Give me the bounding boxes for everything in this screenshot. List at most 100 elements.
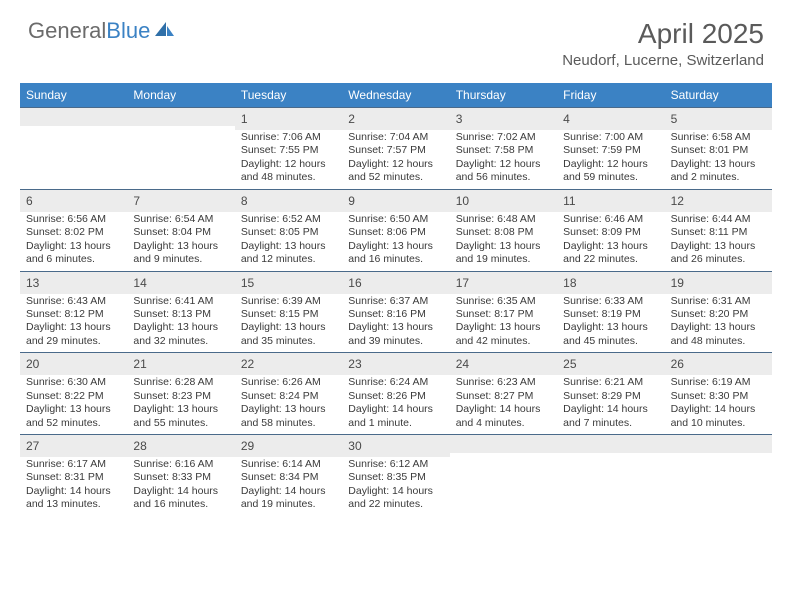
sunset-line: Sunset: 8:15 PM [241, 308, 336, 321]
day-cell: 7Sunrise: 6:54 AMSunset: 8:04 PMDaylight… [127, 190, 234, 271]
daylight-line: Daylight: 14 hours and 22 minutes. [348, 485, 443, 512]
day-number-row: 26 [665, 353, 772, 375]
day-body: Sunrise: 6:24 AMSunset: 8:26 PMDaylight:… [342, 375, 449, 434]
daylight-line: Daylight: 14 hours and 4 minutes. [456, 403, 551, 430]
dow-header: Friday [557, 84, 664, 107]
daylight-line: Daylight: 13 hours and 12 minutes. [241, 240, 336, 267]
daylight-line: Daylight: 13 hours and 26 minutes. [671, 240, 766, 267]
day-cell: 2 Sunrise: 7:04 AMSunset: 7:57 PMDaylight… [342, 108, 449, 189]
day-number: 6 [26, 194, 33, 208]
sunrise-line: Sunrise: 6:37 AM [348, 295, 443, 308]
daylight-line: Daylight: 12 hours and 52 minutes. [348, 158, 443, 185]
day-body: Sunrise: 6:23 AMSunset: 8:27 PMDaylight:… [450, 375, 557, 434]
day-cell: 6Sunrise: 6:56 AMSunset: 8:02 PMDaylight… [20, 190, 127, 271]
day-number: 19 [671, 276, 684, 290]
sunrise-line: Sunrise: 6:56 AM [26, 213, 121, 226]
day-cell: 24Sunrise: 6:23 AMSunset: 8:27 PMDayligh… [450, 353, 557, 434]
day-body: Sunrise: 6:54 AMSunset: 8:04 PMDaylight:… [127, 212, 234, 271]
day-cell: 25 Sunrise: 6:21 AMSunset: 8:29 PMDayligh… [557, 353, 664, 434]
day-cell: 17Sunrise: 6:35 AMSunset: 8:17 PMDayligh… [450, 272, 557, 353]
day-cell: 28Sunrise: 6:16 AMSunset: 8:33 PMDayligh… [127, 435, 234, 516]
sunrise-line: Sunrise: 6:31 AM [671, 295, 766, 308]
day-cell: 4Sunrise: 7:00 AMSunset: 7:59 PMDaylight… [557, 108, 664, 189]
dow-header: Wednesday [342, 84, 449, 107]
sunset-line: Sunset: 7:58 PM [456, 144, 551, 157]
day-cell [557, 435, 664, 516]
day-cell: 19Sunrise: 6:31 AMSunset: 8:20 PMDayligh… [665, 272, 772, 353]
daylight-line: Daylight: 13 hours and 32 minutes. [133, 321, 228, 348]
day-number: 30 [348, 439, 361, 453]
day-cell: 22Sunrise: 6:26 AMSunset: 8:24 PMDayligh… [235, 353, 342, 434]
day-cell: 16Sunrise: 6:37 AMSunset: 8:16 PMDayligh… [342, 272, 449, 353]
sunset-line: Sunset: 8:01 PM [671, 144, 766, 157]
day-number-row: 19 [665, 272, 772, 294]
day-cell: 26Sunrise: 6:19 AMSunset: 8:30 PMDayligh… [665, 353, 772, 434]
daylight-line: Daylight: 13 hours and 22 minutes. [563, 240, 658, 267]
day-cell: 1Sunrise: 7:06 AMSunset: 7:55 PMDaylight… [235, 108, 342, 189]
sunrise-line: Sunrise: 6:43 AM [26, 295, 121, 308]
day-number: 23 [348, 357, 361, 371]
sunset-line: Sunset: 7:57 PM [348, 144, 443, 157]
day-number-row: 21 [127, 353, 234, 375]
daylight-line: Daylight: 13 hours and 45 minutes. [563, 321, 658, 348]
day-number: 9 [348, 194, 355, 208]
sunset-line: Sunset: 8:30 PM [671, 390, 766, 403]
day-cell: 15Sunrise: 6:39 AMSunset: 8:15 PMDayligh… [235, 272, 342, 353]
sunrise-line: Sunrise: 6:16 AM [133, 458, 228, 471]
day-body: Sunrise: 6:41 AMSunset: 8:13 PMDaylight:… [127, 294, 234, 353]
day-cell: 27Sunrise: 6:17 AMSunset: 8:31 PMDayligh… [20, 435, 127, 516]
day-cell [665, 435, 772, 516]
daylight-line: Daylight: 13 hours and 9 minutes. [133, 240, 228, 267]
day-cell [20, 108, 127, 189]
calendar-week: 20Sunrise: 6:30 AMSunset: 8:22 PMDayligh… [20, 352, 772, 434]
sunrise-line: Sunrise: 6:41 AM [133, 295, 228, 308]
sunset-line: Sunset: 8:34 PM [241, 471, 336, 484]
day-number: 11 [563, 194, 575, 208]
sunrise-line: Sunrise: 6:26 AM [241, 376, 336, 389]
day-number-row: 12 [665, 190, 772, 212]
sunset-line: Sunset: 7:59 PM [563, 144, 658, 157]
sunrise-line: Sunrise: 6:28 AM [133, 376, 228, 389]
daylight-line: Daylight: 13 hours and 48 minutes. [671, 321, 766, 348]
day-number: 8 [241, 194, 248, 208]
day-cell: 9Sunrise: 6:50 AMSunset: 8:06 PMDaylight… [342, 190, 449, 271]
sunset-line: Sunset: 8:04 PM [133, 226, 228, 239]
day-body: Sunrise: 6:43 AMSunset: 8:12 PMDaylight:… [20, 294, 127, 353]
day-number-row: 20 [20, 353, 127, 375]
day-cell: 20Sunrise: 6:30 AMSunset: 8:22 PMDayligh… [20, 353, 127, 434]
day-cell: 10Sunrise: 6:48 AMSunset: 8:08 PMDayligh… [450, 190, 557, 271]
day-number-row: 23 [342, 353, 449, 375]
day-number: 29 [241, 439, 254, 453]
sunrise-line: Sunrise: 7:04 AM [348, 131, 443, 144]
day-body: Sunrise: 6:21 AMSunset: 8:29 PMDaylight:… [557, 375, 664, 434]
sunrise-line: Sunrise: 6:30 AM [26, 376, 121, 389]
sunset-line: Sunset: 8:29 PM [563, 390, 658, 403]
day-body [665, 453, 772, 509]
day-number-row: 10 [450, 190, 557, 212]
day-body: Sunrise: 6:19 AMSunset: 8:30 PMDaylight:… [665, 375, 772, 434]
title-block: April 2025 Neudorf, Lucerne, Switzerland [562, 18, 764, 69]
sunrise-line: Sunrise: 6:58 AM [671, 131, 766, 144]
sunset-line: Sunset: 8:06 PM [348, 226, 443, 239]
day-number-row: 14 [127, 272, 234, 294]
day-body: Sunrise: 7:02 AMSunset: 7:58 PMDaylight:… [450, 130, 557, 189]
daylight-line: Daylight: 12 hours and 59 minutes. [563, 158, 658, 185]
day-number: 1 [241, 112, 248, 126]
sunrise-line: Sunrise: 6:12 AM [348, 458, 443, 471]
sunrise-line: Sunrise: 6:54 AM [133, 213, 228, 226]
day-body: Sunrise: 6:14 AMSunset: 8:34 PMDaylight:… [235, 457, 342, 516]
day-number: 25 [563, 357, 576, 371]
day-cell: 21Sunrise: 6:28 AMSunset: 8:23 PMDayligh… [127, 353, 234, 434]
sunrise-line: Sunrise: 6:17 AM [26, 458, 121, 471]
day-number: 2 [348, 112, 355, 126]
sunset-line: Sunset: 8:16 PM [348, 308, 443, 321]
day-number-row: 9 [342, 190, 449, 212]
sunset-line: Sunset: 8:35 PM [348, 471, 443, 484]
day-cell: 30 Sunrise: 6:12 AMSunset: 8:35 PMDayligh… [342, 435, 449, 516]
day-body: Sunrise: 7:04 AMSunset: 7:57 PMDaylight:… [342, 130, 449, 189]
day-body: Sunrise: 6:58 AMSunset: 8:01 PMDaylight:… [665, 130, 772, 189]
sunrise-line: Sunrise: 6:24 AM [348, 376, 443, 389]
sunset-line: Sunset: 8:08 PM [456, 226, 551, 239]
day-body: Sunrise: 6:39 AMSunset: 8:15 PMDaylight:… [235, 294, 342, 353]
sunset-line: Sunset: 8:13 PM [133, 308, 228, 321]
